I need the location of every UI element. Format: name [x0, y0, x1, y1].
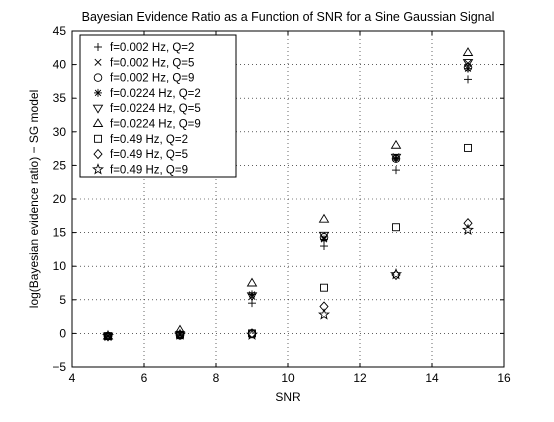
data-point-diamond [319, 301, 329, 312]
legend-label: f=0.0224 Hz, Q=9 [110, 119, 201, 131]
data-point-star [462, 223, 474, 236]
data-point-plus [392, 166, 400, 175]
data-point-diamond [391, 269, 401, 281]
y-axis-label: log(Bayesian evidence ratio) − SG model [27, 90, 41, 308]
legend-marker-triangle-up [92, 118, 104, 127]
data-point-asterisk [248, 290, 256, 299]
legend-label: f=0.0224 Hz, Q=5 [110, 103, 201, 115]
data-point-triangle-down [318, 231, 330, 241]
data-point-triangle-up [174, 324, 186, 334]
x-tick-label: 4 [69, 371, 76, 385]
data-point-star [390, 267, 402, 280]
data-point-square [392, 223, 400, 232]
legend-box [79, 34, 237, 178]
data-point-star [174, 328, 186, 340]
legend-marker-x [94, 58, 102, 66]
legend-marker-square [94, 134, 102, 143]
legend-label: f=0.002 Hz, Q=2 [110, 42, 194, 54]
x-tick-label: 10 [281, 371, 295, 385]
y-tick-label: 20 [53, 192, 67, 206]
data-point-triangle-down [390, 153, 402, 163]
data-point-star [102, 329, 114, 342]
legend: f=0.002 Hz, Q=2 f=0.002 Hz, Q=5 f=0.002 Hz… [79, 34, 237, 178]
data-point-triangle-down [246, 292, 258, 302]
data-point-square [464, 143, 472, 152]
y-tick-label: −5 [52, 360, 66, 374]
y-tick-label: 30 [53, 125, 67, 139]
legend-label: f=0.49 Hz, Q=2 [110, 134, 188, 146]
y-tick-label: 45 [53, 24, 67, 38]
data-marks [102, 47, 474, 342]
legend-marker-triangle-down [92, 104, 104, 114]
legend-label: f=0.49 Hz, Q=9 [110, 164, 188, 176]
x-tick-label: 8 [213, 371, 220, 385]
data-point-diamond [247, 328, 257, 339]
x-tick-label: 16 [497, 371, 511, 385]
data-point-triangle-up [246, 277, 258, 287]
legend-marker-star [92, 163, 104, 175]
x-axis-label: SNR [275, 390, 301, 404]
legend-marker-asterisk [94, 88, 102, 97]
data-point-square [320, 283, 328, 292]
legend-marker-circle [93, 73, 103, 82]
data-point-triangle-up [318, 213, 330, 223]
y-tick-label: 40 [53, 58, 67, 72]
data-point-plus [464, 75, 472, 84]
y-tick-label: 15 [53, 226, 67, 240]
legend-label: f=0.49 Hz, Q=5 [110, 149, 188, 161]
x-tick-label: 14 [425, 371, 439, 385]
legend-label: f=0.0224 Hz, Q=2 [110, 88, 201, 100]
data-point-asterisk [464, 64, 472, 73]
y-tick-label: 25 [53, 158, 67, 172]
data-point-triangle-down [462, 59, 474, 68]
legend-label: f=0.002 Hz, Q=5 [110, 57, 194, 69]
y-tick-label: 0 [59, 326, 66, 340]
data-point-triangle-up [462, 47, 474, 56]
data-point-triangle-up [390, 139, 402, 149]
data-point-star [246, 328, 258, 340]
x-tick-label: 6 [141, 371, 148, 385]
legend-label: f=0.002 Hz, Q=9 [110, 73, 194, 85]
x-tick-label: 12 [353, 371, 367, 385]
y-tick-label: 5 [59, 293, 66, 307]
y-tick-label: 35 [53, 91, 67, 105]
chart-title: Bayesian Evidence Ratio as a Function of… [82, 10, 495, 24]
data-point-triangle-up [102, 330, 114, 340]
legend-marker-plus [94, 43, 102, 51]
legend-marker-diamond [93, 148, 103, 160]
data-point-star [318, 308, 330, 320]
data-point-diamond [463, 218, 473, 229]
data-point-plus [320, 242, 328, 251]
y-tick-label: 10 [53, 259, 67, 273]
axis-ticks: 4 6 8 10 12 14 16 −5 0 5 10 15 20 25 30 35 40 45 [52, 24, 511, 385]
